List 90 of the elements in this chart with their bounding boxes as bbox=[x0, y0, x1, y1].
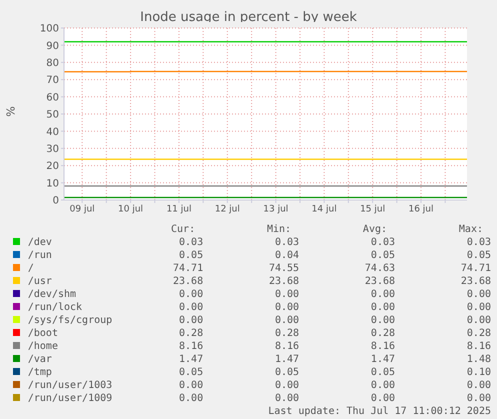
x-tick-label: 13 jul bbox=[263, 204, 288, 214]
legend-label: /tmp bbox=[26, 366, 53, 379]
text: 0.00 bbox=[370, 288, 396, 301]
text: 0.28 bbox=[178, 327, 204, 340]
text: 0.00 bbox=[466, 288, 492, 301]
text: 0.00 bbox=[274, 301, 300, 314]
text: 0.28 bbox=[466, 327, 492, 340]
text: Min: bbox=[266, 223, 292, 236]
text: 0.00 bbox=[274, 314, 300, 327]
y-tick-label: 30 bbox=[46, 144, 59, 155]
text: 0.00 bbox=[178, 288, 204, 301]
x-tick-label: 16 jul bbox=[408, 204, 434, 214]
y-tick-label: 20 bbox=[46, 161, 59, 172]
legend-label: / bbox=[26, 262, 35, 275]
text: 0.00 bbox=[370, 392, 396, 405]
text: 0.00 bbox=[274, 379, 300, 392]
y-tick-label: 60 bbox=[46, 92, 59, 104]
text: 8.16 bbox=[466, 340, 492, 353]
text: 8.16 bbox=[178, 340, 204, 353]
text: 0.00 bbox=[178, 301, 204, 314]
text: 23.68 bbox=[460, 275, 492, 288]
text: 1.47 bbox=[274, 353, 300, 366]
text: 0.00 bbox=[370, 314, 396, 327]
y-tick-label: 90 bbox=[46, 40, 59, 52]
text: 8.16 bbox=[274, 340, 300, 353]
text: Last update: Thu Jul 17 11:00:12 2025 bbox=[267, 406, 492, 417]
text: 0.03 bbox=[274, 236, 300, 249]
text: 8.16 bbox=[370, 340, 396, 353]
text: 0.00 bbox=[466, 314, 492, 327]
text: 74.71 bbox=[460, 262, 492, 275]
text: Max: bbox=[458, 223, 484, 236]
y-tick-label: 10 bbox=[46, 178, 59, 190]
text: 0.03 bbox=[466, 236, 492, 249]
text: 0.00 bbox=[466, 379, 492, 392]
text: 0.05 bbox=[466, 249, 492, 262]
text: 74.55 bbox=[268, 262, 300, 275]
legend-label: /run/lock bbox=[26, 301, 84, 314]
legend-label: /var bbox=[26, 353, 53, 366]
text: 1.47 bbox=[370, 353, 396, 366]
text: 0.05 bbox=[370, 366, 396, 379]
text: 23.68 bbox=[364, 275, 396, 288]
legend-label: /run bbox=[26, 249, 53, 262]
text: 0.00 bbox=[466, 392, 492, 405]
text: 0.00 bbox=[370, 379, 396, 392]
legend-label: /dev/shm bbox=[26, 288, 78, 301]
x-tick-label: 12 jul bbox=[214, 204, 240, 214]
text: 23.68 bbox=[172, 275, 204, 288]
y-tick-label: 80 bbox=[46, 58, 59, 69]
text: 23.68 bbox=[268, 275, 300, 288]
text: Avg: bbox=[362, 223, 388, 236]
text: 0.05 bbox=[178, 249, 204, 262]
y-axis-title: % bbox=[4, 106, 18, 117]
text: 0.00 bbox=[466, 301, 492, 314]
y-tick-label: 40 bbox=[46, 126, 59, 138]
x-tick-label: 09 jul bbox=[70, 204, 95, 214]
legend-label: /run/user/1009 bbox=[26, 392, 114, 405]
y-tick-label: 70 bbox=[46, 75, 59, 86]
text: 0.28 bbox=[370, 327, 396, 340]
legend-label: /home bbox=[26, 340, 59, 353]
y-tick-label: 100 bbox=[40, 24, 59, 35]
y-tick-label: 0 bbox=[52, 196, 59, 207]
text: 1.47 bbox=[178, 353, 204, 366]
text: 0.00 bbox=[274, 392, 300, 405]
y-tick-label: 50 bbox=[46, 110, 59, 121]
text: 0.00 bbox=[274, 288, 300, 301]
text: 0.00 bbox=[178, 379, 204, 392]
x-tick-label: 11 jul bbox=[166, 204, 192, 214]
text: 0.03 bbox=[178, 236, 204, 249]
legend-label: /boot bbox=[26, 327, 59, 340]
text: 0.00 bbox=[178, 392, 204, 405]
text: 0.00 bbox=[370, 301, 396, 314]
text: 0.05 bbox=[178, 366, 204, 379]
text: 74.71 bbox=[172, 262, 204, 275]
text: 0.00 bbox=[178, 314, 204, 327]
text: 1.48 bbox=[466, 353, 492, 366]
text: 0.03 bbox=[370, 236, 396, 249]
text: 74.63 bbox=[364, 262, 396, 275]
text: 0.28 bbox=[274, 327, 300, 340]
text: 0.04 bbox=[274, 249, 300, 262]
text: 0.10 bbox=[466, 366, 492, 379]
x-tick-label: 15 jul bbox=[360, 204, 386, 214]
x-tick-label: 10 jul bbox=[118, 204, 144, 214]
text: 0.05 bbox=[274, 366, 300, 379]
legend-label: /usr bbox=[26, 275, 53, 288]
x-tick-label: 14 jul bbox=[312, 204, 337, 214]
text: 0.05 bbox=[370, 249, 396, 262]
legend-label: /dev bbox=[26, 236, 53, 249]
text: Cur: bbox=[170, 223, 196, 236]
legend-label: /sys/fs/cgroup bbox=[26, 314, 114, 327]
legend-label: /run/user/1003 bbox=[26, 379, 114, 392]
